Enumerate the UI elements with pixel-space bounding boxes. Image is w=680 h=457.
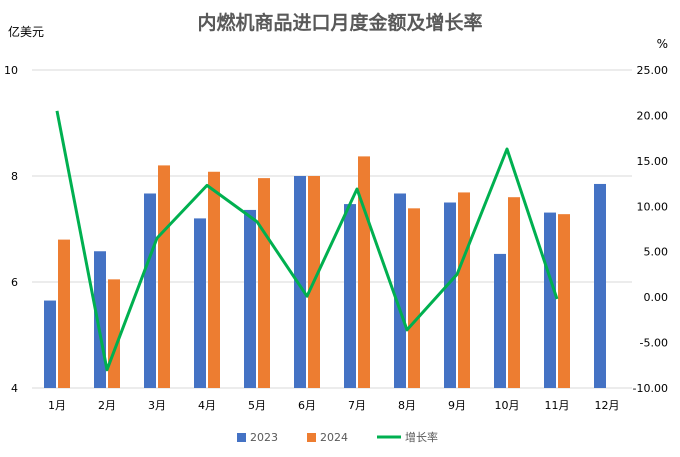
y2-tick-label: -5.00	[640, 337, 668, 350]
bar-2023-4月	[194, 218, 206, 388]
legend-swatch-2023	[237, 433, 246, 442]
bar-2024-5月	[258, 178, 270, 388]
y2-tick-label: -10.00	[633, 382, 668, 395]
bar-2023-9月	[444, 202, 456, 388]
bar-2024-1月	[58, 239, 70, 388]
x-tick-label: 5月	[248, 399, 266, 412]
bar-2024-8月	[408, 208, 420, 388]
bar-2023-10月	[494, 253, 506, 388]
bar-2023-12月	[594, 183, 606, 388]
chart-title: 内燃机商品进口月度金额及增长率	[197, 11, 482, 34]
bar-2024-10月	[508, 197, 520, 388]
y2-tick-label: 0.00	[644, 291, 669, 304]
bar-2023-6月	[294, 176, 306, 388]
x-tick-label: 8月	[398, 399, 416, 412]
y2-tick-label: 20.00	[637, 109, 669, 122]
x-tick-label: 2月	[98, 399, 116, 412]
bar-2023-3月	[144, 193, 156, 388]
legend-swatch-2024	[307, 433, 316, 442]
growth-line	[55, 110, 559, 372]
legend: 2023 2024 增长率	[237, 430, 438, 444]
y2-axis-unit: %	[657, 37, 668, 51]
bars	[44, 156, 606, 388]
legend-label: 增长率	[405, 430, 438, 444]
bar-2024-2月	[108, 279, 120, 388]
y-tick-label: 4	[11, 382, 18, 395]
bar-2023-5月	[244, 209, 256, 388]
y-tick-label: 10	[4, 64, 18, 77]
x-tick-label: 7月	[348, 399, 366, 412]
y2-tick-label: 10.00	[637, 200, 669, 213]
y-axis-ticks: 4 6 8 10	[4, 64, 18, 395]
x-tick-label: 6月	[298, 399, 316, 412]
bar-2023-1月	[44, 300, 56, 388]
growth-rate-line	[55, 110, 559, 372]
legend-label: 2023	[250, 431, 278, 444]
y2-tick-label: 5.00	[644, 246, 669, 259]
x-tick-label: 10月	[495, 399, 520, 412]
y-tick-label: 8	[11, 170, 18, 183]
bar-2024-3月	[158, 165, 170, 388]
bar-2023-8月	[394, 193, 406, 388]
bar-2024-11月	[558, 214, 570, 388]
y2-axis-ticks: 25.00 20.00 15.00 10.00 5.00 0.00 -5.00 -10.00	[633, 64, 668, 395]
bar-2023-7月	[344, 204, 356, 388]
y2-tick-label: 25.00	[637, 64, 669, 77]
x-tick-label: 12月	[595, 399, 620, 412]
bar-2024-7月	[358, 156, 370, 388]
bar-2023-11月	[544, 212, 556, 388]
y-tick-label: 6	[11, 276, 18, 289]
x-axis-ticks: 1月 2月 3月 4月 5月 6月 7月 8月 9月 10月 11月 12月	[48, 399, 620, 412]
y-axis-unit: 亿美元	[8, 24, 44, 39]
x-tick-label: 11月	[545, 399, 570, 412]
bar-2024-4月	[208, 171, 220, 388]
y2-tick-label: 15.00	[637, 155, 669, 168]
x-tick-label: 3月	[148, 399, 166, 412]
bar-2024-9月	[458, 192, 470, 388]
gridlines	[32, 69, 632, 389]
x-tick-label: 9月	[448, 399, 466, 412]
x-tick-label: 1月	[48, 399, 66, 412]
x-tick-label: 4月	[198, 399, 216, 412]
legend-label: 2024	[320, 431, 348, 444]
